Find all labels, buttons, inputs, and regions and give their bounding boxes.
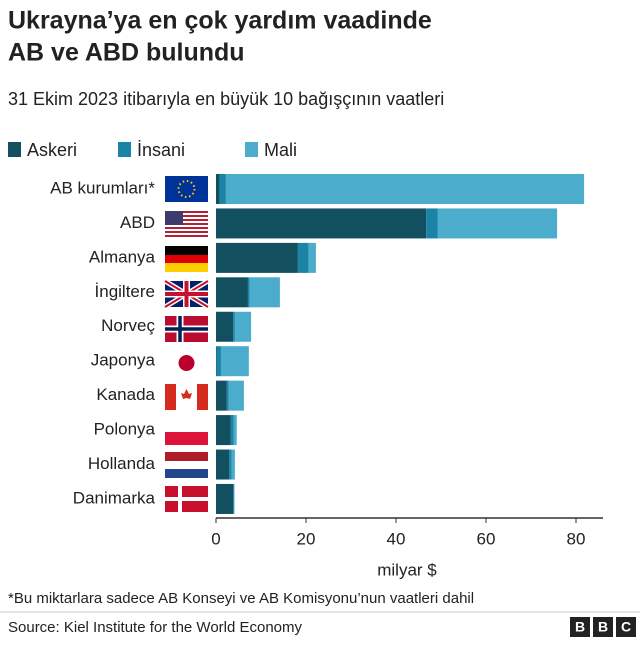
x-tick-label: 20 bbox=[297, 529, 316, 548]
category-label: Japonya bbox=[91, 351, 156, 370]
flags bbox=[165, 176, 208, 512]
bar bbox=[216, 484, 233, 514]
flag-pl bbox=[165, 419, 208, 445]
bar bbox=[229, 450, 232, 480]
bar bbox=[229, 381, 244, 411]
logo-letter: C bbox=[621, 619, 631, 635]
x-axis-label: milyar $ bbox=[377, 560, 437, 579]
legend-label: Mali bbox=[264, 140, 297, 160]
category-label: Almanya bbox=[89, 247, 156, 266]
bar bbox=[216, 415, 231, 445]
logo-letter: B bbox=[598, 619, 608, 635]
flag-dk bbox=[165, 486, 208, 512]
legend-label: Askeri bbox=[27, 140, 77, 160]
bar bbox=[216, 346, 221, 376]
bar bbox=[233, 312, 235, 342]
bar bbox=[438, 208, 557, 238]
flag-us bbox=[165, 211, 208, 237]
x-tick-label: 0 bbox=[211, 529, 220, 548]
bar bbox=[309, 243, 316, 273]
category-label: İngiltere bbox=[95, 282, 155, 301]
bar bbox=[216, 243, 298, 273]
bar bbox=[216, 381, 227, 411]
category-label: Polonya bbox=[94, 420, 156, 439]
category-label: Hollanda bbox=[88, 454, 156, 473]
category-label: Norveç bbox=[101, 316, 155, 335]
flag-eu bbox=[165, 176, 208, 202]
flag-nl bbox=[165, 452, 208, 478]
flag-ca bbox=[165, 384, 208, 410]
bar bbox=[227, 381, 229, 411]
bar bbox=[231, 415, 234, 445]
x-tick-label: 40 bbox=[387, 529, 406, 548]
bar bbox=[248, 277, 250, 307]
bar bbox=[250, 277, 280, 307]
bar bbox=[298, 243, 309, 273]
legend-label: İnsani bbox=[137, 140, 185, 160]
chart-subtitle: 31 Ekim 2023 itibarıyla en büyük 10 bağı… bbox=[8, 89, 444, 109]
flag-de bbox=[165, 246, 208, 272]
flag-no bbox=[165, 316, 208, 342]
flag-jp bbox=[165, 350, 208, 376]
chart-title: AB ve ABD bulundu bbox=[8, 39, 245, 67]
bar bbox=[235, 312, 251, 342]
flag-uk bbox=[165, 281, 208, 307]
bar bbox=[220, 174, 226, 204]
bar bbox=[221, 346, 249, 376]
bar bbox=[216, 277, 248, 307]
source: Source: Kiel Institute for the World Eco… bbox=[8, 619, 303, 636]
legend-swatch bbox=[8, 142, 21, 157]
bar bbox=[234, 415, 237, 445]
category-label: Danimarka bbox=[73, 488, 156, 507]
bar bbox=[216, 450, 229, 480]
footnote: *Bu miktarlara sadece AB Konseyi ve AB K… bbox=[8, 590, 474, 607]
legend-swatch bbox=[245, 142, 258, 157]
logo-letter: B bbox=[575, 619, 585, 635]
bar bbox=[426, 208, 438, 238]
bar bbox=[216, 312, 233, 342]
category-label: ABD bbox=[120, 213, 155, 232]
x-tick-label: 60 bbox=[477, 529, 496, 548]
bar bbox=[226, 174, 584, 204]
bar bbox=[216, 208, 426, 238]
bar bbox=[232, 450, 235, 480]
chart-title: Ukrayna’ya en çok yardım vaadinde bbox=[8, 7, 432, 35]
x-tick-label: 80 bbox=[567, 529, 586, 548]
category-label: Kanada bbox=[96, 385, 155, 404]
category-label: AB kurumları* bbox=[50, 178, 155, 197]
bar bbox=[233, 484, 234, 514]
bar bbox=[216, 174, 220, 204]
legend-swatch bbox=[118, 142, 131, 157]
